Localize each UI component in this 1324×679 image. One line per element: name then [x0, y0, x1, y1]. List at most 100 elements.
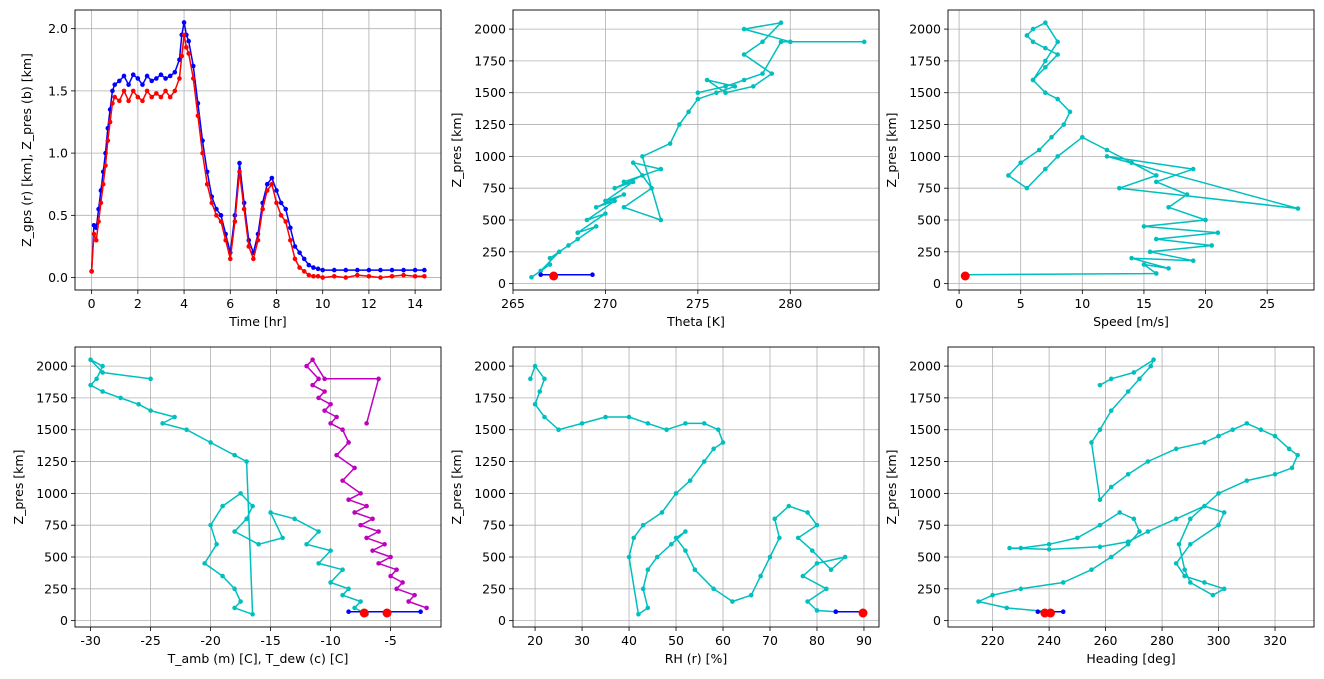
data-point: [1188, 580, 1193, 585]
data-point: [364, 535, 369, 541]
data-point: [1055, 96, 1060, 102]
data-point: [1176, 541, 1182, 547]
data-point: [990, 592, 995, 598]
data-point: [158, 72, 164, 78]
data-point: [274, 188, 279, 193]
y-tick-label: 500: [482, 550, 506, 565]
data-point: [1153, 271, 1159, 276]
data-point: [100, 370, 105, 375]
data-point: [112, 94, 118, 100]
data-point: [135, 94, 141, 100]
x-tick-label: 10: [315, 296, 331, 311]
data-point: [1116, 185, 1122, 191]
data-point: [631, 535, 637, 541]
data-point: [140, 98, 145, 104]
data-point: [103, 163, 108, 168]
data-point: [340, 567, 345, 573]
data-point: [686, 109, 691, 115]
data-point: [814, 522, 820, 528]
data-point: [824, 586, 829, 592]
x-tick-label: -15: [260, 633, 280, 648]
data-point: [154, 76, 159, 81]
data-point: [809, 548, 815, 553]
data-point: [1129, 255, 1134, 261]
data-point: [1030, 39, 1036, 45]
data-point: [730, 599, 735, 604]
data-point: [1117, 510, 1123, 515]
y-tick-label: 2000: [909, 359, 941, 374]
data-point: [1216, 433, 1221, 439]
data-point: [1173, 561, 1179, 566]
data-point: [1089, 567, 1094, 573]
y-tick-label: 2000: [474, 22, 506, 37]
data-point: [167, 94, 173, 100]
data-point: [760, 71, 765, 76]
data-point: [346, 586, 351, 592]
data-point: [1104, 147, 1110, 153]
data-point: [1007, 545, 1012, 551]
start-marker: [960, 271, 970, 281]
data-point: [556, 427, 561, 433]
data-point: [556, 249, 562, 255]
data-point: [320, 275, 325, 280]
data-point: [181, 20, 187, 25]
data-point: [328, 580, 333, 585]
data-point: [232, 529, 237, 534]
data-point: [412, 267, 418, 273]
data-point: [149, 78, 155, 84]
data-point: [227, 256, 233, 262]
x-tick-label: 60: [715, 633, 731, 648]
data-point: [149, 94, 155, 100]
data-point: [575, 236, 580, 242]
x-tick-label: 240: [1037, 633, 1061, 648]
data-point: [547, 255, 553, 261]
data-point: [1108, 554, 1114, 560]
data-point: [218, 213, 224, 218]
data-point: [1202, 580, 1207, 585]
data-point: [292, 256, 298, 262]
data-point: [1166, 204, 1171, 210]
data-point: [121, 73, 127, 79]
x-tick-label: -5: [384, 633, 396, 648]
series-group: [88, 357, 429, 618]
data-point: [741, 26, 747, 32]
data-point: [1108, 376, 1114, 382]
data-point: [316, 529, 321, 534]
data-point: [683, 529, 688, 534]
data-point: [732, 84, 738, 89]
data-point: [148, 408, 153, 413]
series-line-cyan: [531, 21, 865, 278]
x-axis-label: Time [hr]: [228, 314, 286, 329]
data-point: [1108, 408, 1114, 413]
data-point: [160, 421, 165, 426]
y-tick-label: 250: [917, 244, 941, 259]
data-point: [1221, 586, 1227, 592]
data-point: [163, 88, 168, 94]
data-point: [376, 561, 381, 566]
x-tick-label: 90: [856, 633, 872, 648]
data-point: [566, 243, 571, 248]
data-point: [1295, 206, 1301, 211]
data-point: [695, 90, 701, 96]
y-tick-label: 1750: [909, 390, 941, 405]
data-point: [366, 267, 372, 273]
data-point: [542, 414, 547, 420]
data-point: [320, 267, 325, 273]
data-point: [315, 266, 321, 272]
data-point: [158, 94, 164, 100]
data-point: [579, 421, 585, 426]
data-point: [1024, 185, 1030, 191]
data-point: [401, 267, 406, 273]
data-point: [1043, 90, 1048, 96]
data-point: [244, 516, 249, 522]
data-point: [304, 363, 309, 369]
data-point: [593, 204, 599, 210]
y-tick-label: 1250: [474, 454, 506, 469]
x-axis-label: T_amb (m) [C], T_dew (c) [C]: [167, 651, 349, 666]
data-point: [1125, 389, 1131, 394]
data-point: [328, 421, 333, 426]
data-point: [167, 73, 173, 79]
axes-frame: [512, 346, 880, 628]
data-point: [692, 567, 698, 573]
data-point: [418, 609, 423, 615]
